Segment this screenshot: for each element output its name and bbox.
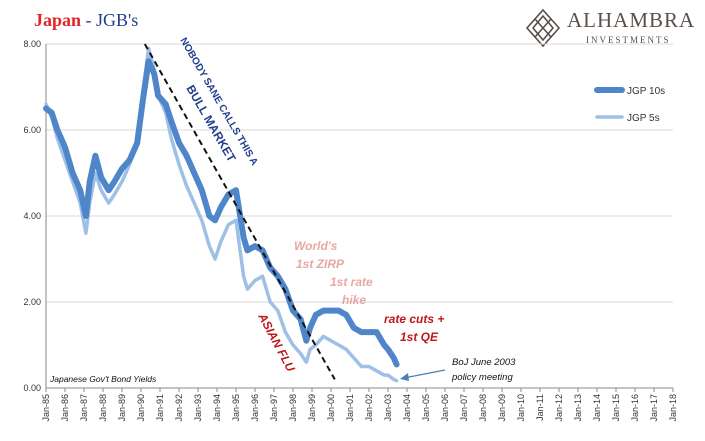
- x-tick-label: Jan-88: [98, 394, 108, 422]
- x-tick-label: Jan-02: [364, 394, 374, 422]
- diamond-lattice-icon: [525, 8, 561, 48]
- x-tick-label: Jan-09: [497, 394, 507, 422]
- x-tick-label: Jan-12: [554, 394, 564, 422]
- y-tick-label: 0.00: [23, 383, 41, 393]
- logo-subtitle: INVESTMENTS: [586, 35, 671, 45]
- x-tick-label: Jan-01: [345, 394, 355, 422]
- x-tick-label: Jan-17: [649, 394, 659, 422]
- x-tick-label: Jan-08: [478, 394, 488, 422]
- x-tick-label: Jan-18: [668, 394, 678, 422]
- x-tick-label: Jan-85: [41, 394, 51, 422]
- x-tick-label: Jan-16: [630, 394, 640, 422]
- x-tick-label: Jan-87: [79, 394, 89, 422]
- boj-arrow-shaft: [403, 369, 446, 379]
- chart-title: Japan - JGB's: [34, 10, 138, 31]
- logo-name: ALHAMBRA: [567, 8, 696, 32]
- title-country: Japan: [34, 10, 82, 30]
- x-tick-label: Jan-93: [193, 394, 203, 422]
- x-tick-label: Jan-90: [136, 394, 146, 422]
- annotation-1st-rate: 1st rate: [330, 275, 373, 289]
- boj-arrow-head: [400, 373, 409, 381]
- annotation-1st-qe: 1st QE: [400, 330, 439, 344]
- x-tick-label: Jan-92: [174, 394, 184, 422]
- series-line-jgb10: [43, 58, 400, 368]
- y-tick-label: 2.00: [23, 297, 41, 307]
- x-tick-label: Jan-05: [421, 394, 431, 422]
- x-tick-label: Jan-00: [326, 394, 336, 422]
- alhambra-logo: ALHAMBRA INVESTMENTS: [525, 6, 695, 50]
- annotation-policy-meeting: policy meeting: [451, 372, 513, 383]
- annotation-hike: hike: [342, 293, 366, 307]
- y-tick-label: 4.00: [23, 211, 41, 221]
- series-line-jgb5: [44, 46, 399, 383]
- x-tick-label: Jan-15: [611, 394, 621, 422]
- annotation-source-note: Japanese Gov't Bond Yields: [49, 374, 157, 384]
- x-tick-label: Jan-14: [592, 394, 602, 422]
- x-tick-label: Jan-13: [573, 394, 583, 422]
- legend-item-jgb5: JGP 5s: [627, 113, 660, 124]
- x-tick-label: Jan-98: [288, 394, 298, 422]
- y-tick-label: 8.00: [23, 39, 41, 49]
- annotation-1st-zirp: 1st ZIRP: [296, 257, 345, 271]
- x-tick-label: Jan-97: [269, 394, 279, 422]
- bull-market-trend-line: [143, 43, 336, 380]
- x-tick-label: Jan-96: [250, 394, 260, 422]
- x-tick-label: Jan-03: [383, 394, 393, 422]
- x-tick-label: Jan-10: [516, 394, 526, 422]
- y-tick-label: 6.00: [23, 125, 41, 135]
- x-tick-label: Jan-11: [535, 394, 545, 421]
- x-tick-label: Jan-89: [117, 394, 127, 422]
- x-tick-label: Jan-86: [60, 394, 70, 422]
- x-tick-label: Jan-91: [155, 394, 165, 422]
- annotation-worlds: World's: [294, 239, 338, 253]
- title-instrument: - JGB's: [81, 10, 139, 30]
- x-tick-label: Jan-04: [402, 394, 412, 422]
- x-tick-label: Jan-07: [459, 394, 469, 422]
- x-tick-label: Jan-99: [307, 394, 317, 422]
- legend-item-jgb10: JGP 10s: [627, 86, 665, 97]
- x-tick-label: Jan-95: [231, 394, 241, 422]
- x-tick-label: Jan-06: [440, 394, 450, 422]
- x-tick-label: Jan-94: [212, 394, 222, 422]
- annotation-boj-june-2003: BoJ June 2003: [452, 357, 516, 368]
- annotation-rate-cuts: rate cuts +: [384, 312, 444, 326]
